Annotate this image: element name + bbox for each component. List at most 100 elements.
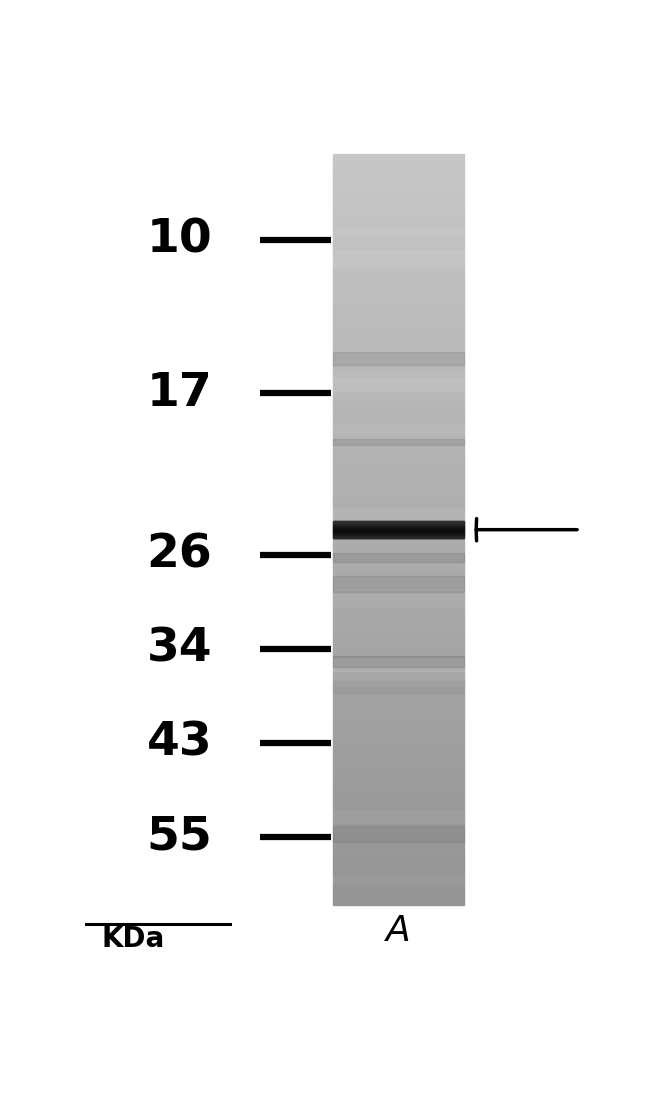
Bar — [333, 706, 464, 708]
Bar — [333, 432, 464, 434]
Bar — [333, 533, 464, 535]
Bar — [333, 530, 464, 532]
Bar — [333, 424, 464, 434]
Bar — [333, 250, 464, 252]
Bar — [333, 165, 464, 167]
Bar — [333, 884, 464, 886]
Bar — [333, 736, 464, 738]
Bar — [333, 545, 464, 546]
Bar — [333, 802, 464, 803]
Bar — [333, 830, 464, 832]
Bar — [333, 353, 464, 356]
Bar — [333, 710, 464, 711]
Bar — [333, 227, 464, 229]
Bar — [333, 478, 464, 479]
Bar — [333, 208, 464, 211]
Bar — [333, 633, 464, 635]
Bar — [333, 340, 464, 342]
Bar — [333, 554, 464, 556]
Bar — [333, 376, 464, 378]
Bar — [333, 445, 464, 448]
Bar — [333, 876, 464, 879]
Bar — [333, 252, 464, 254]
Bar — [333, 372, 464, 373]
Bar — [333, 751, 464, 753]
Bar — [333, 434, 464, 435]
Bar — [333, 883, 464, 884]
Bar — [333, 245, 464, 246]
Bar — [333, 901, 464, 903]
Bar — [333, 424, 464, 427]
Bar — [333, 327, 464, 329]
Bar — [333, 346, 464, 348]
Bar — [333, 768, 464, 770]
Bar — [333, 719, 464, 721]
Bar — [333, 500, 464, 502]
Bar — [333, 367, 464, 368]
Bar — [333, 691, 464, 692]
Bar — [333, 776, 464, 778]
Bar — [333, 689, 464, 691]
Bar — [333, 216, 464, 218]
Bar — [333, 659, 464, 670]
Bar — [333, 352, 464, 366]
Bar — [333, 286, 464, 288]
Bar — [333, 273, 464, 275]
Bar — [333, 895, 464, 897]
Bar — [333, 373, 464, 376]
Bar — [333, 228, 464, 236]
Bar — [333, 288, 464, 289]
Bar — [333, 815, 464, 817]
Bar — [333, 381, 464, 383]
Bar — [333, 824, 464, 827]
Bar — [333, 267, 464, 269]
Bar — [333, 828, 464, 830]
Bar — [333, 470, 464, 472]
Bar — [333, 496, 464, 497]
Bar — [333, 821, 464, 822]
Bar — [333, 397, 464, 398]
Bar — [333, 773, 464, 776]
Bar — [333, 852, 464, 854]
Bar — [333, 638, 464, 640]
Bar — [333, 543, 464, 545]
Bar — [333, 565, 464, 567]
Bar — [333, 154, 464, 156]
Bar — [333, 299, 464, 300]
Bar — [333, 205, 464, 207]
Bar — [333, 803, 464, 806]
Bar — [333, 194, 464, 196]
Bar — [333, 900, 464, 901]
Bar — [333, 361, 464, 362]
Bar — [333, 178, 464, 181]
Bar — [333, 721, 464, 724]
Bar — [333, 460, 464, 462]
Bar — [333, 840, 464, 841]
Bar — [333, 674, 464, 676]
Bar — [333, 700, 464, 702]
Bar — [333, 800, 464, 802]
Bar — [333, 305, 464, 306]
Bar — [333, 240, 464, 243]
Bar — [333, 649, 464, 652]
Bar — [333, 181, 464, 183]
Bar — [333, 822, 464, 824]
Bar — [333, 811, 464, 813]
Bar — [333, 546, 464, 548]
Bar — [333, 562, 464, 564]
Bar — [333, 535, 464, 537]
Bar — [333, 308, 464, 310]
Bar — [333, 338, 464, 340]
Bar — [333, 211, 464, 213]
Bar — [333, 632, 464, 633]
Bar — [333, 584, 464, 586]
Bar — [333, 851, 464, 852]
Bar — [333, 441, 464, 443]
Bar — [333, 770, 464, 772]
Bar — [333, 670, 464, 673]
Bar — [333, 160, 464, 162]
Bar — [333, 627, 464, 629]
Bar — [333, 798, 464, 800]
Bar — [333, 475, 464, 478]
Bar — [333, 637, 464, 638]
